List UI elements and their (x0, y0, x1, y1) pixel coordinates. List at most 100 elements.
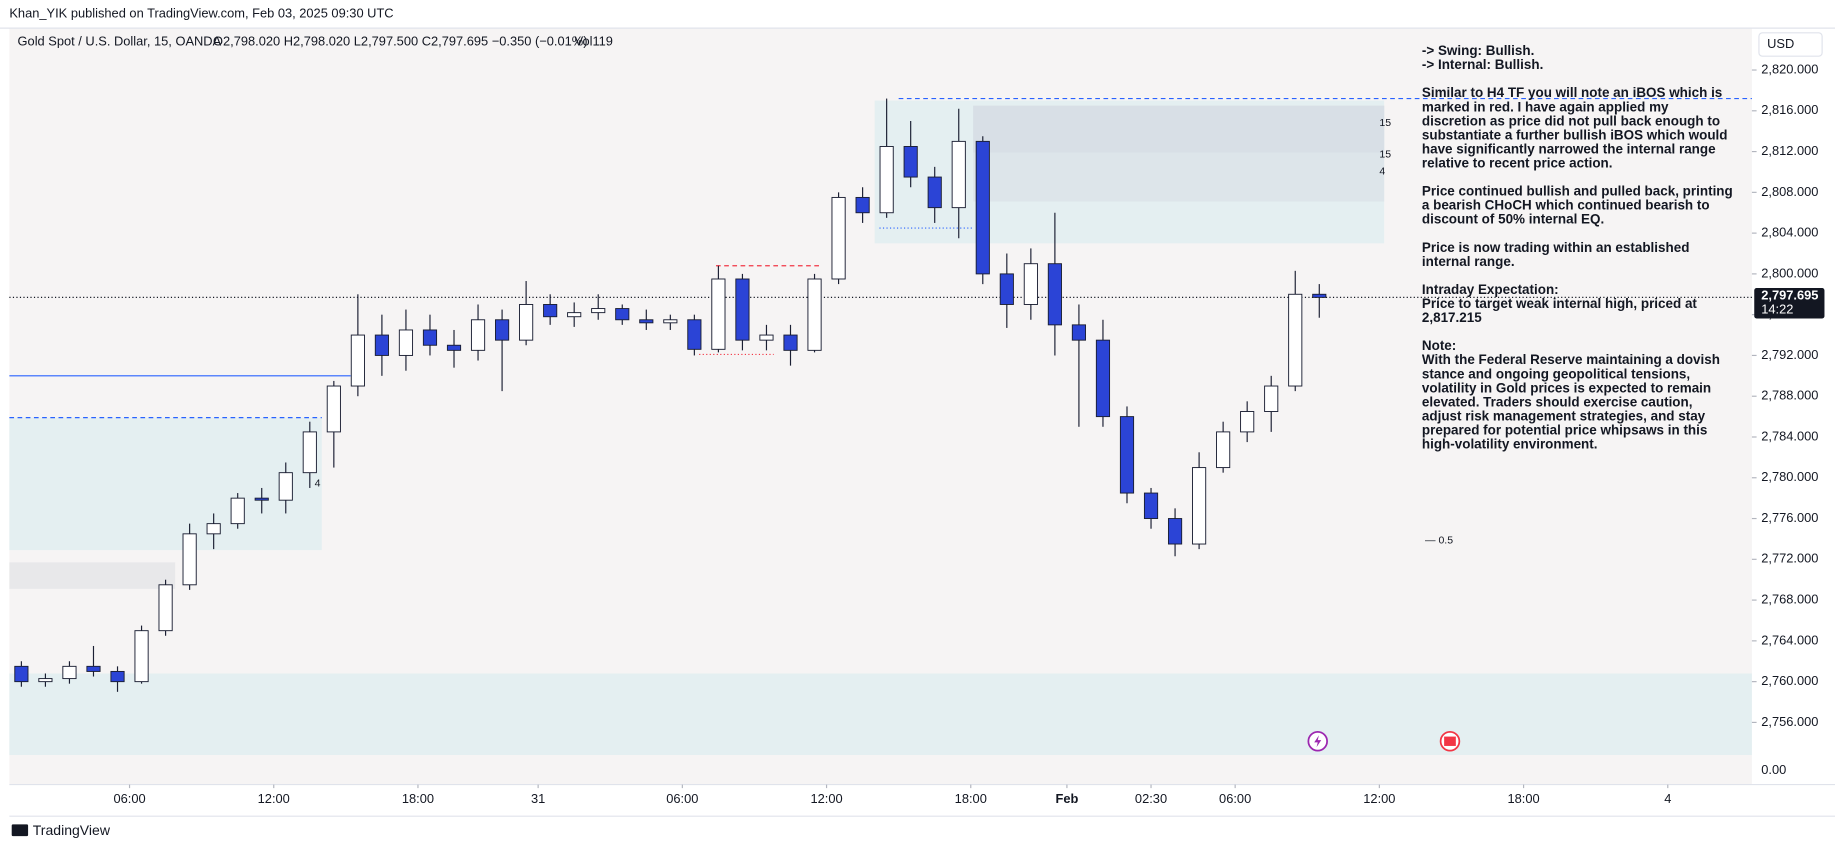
candle-body (446, 344, 462, 351)
currency-button[interactable] (1758, 32, 1823, 57)
candle-body (543, 304, 558, 318)
candle-body (422, 329, 438, 346)
x-tick-label: 18:00 (955, 791, 987, 806)
zone (9, 417, 322, 551)
candle-body (1047, 263, 1062, 326)
candle-body (663, 319, 678, 324)
note-line: 2,817.215 (1422, 310, 1482, 325)
x-tick-label: 06:00 (1219, 791, 1251, 806)
candle-body (14, 665, 29, 683)
y-tick-label: 2,816.000 (1761, 102, 1818, 117)
x-tick-label: Feb (1055, 791, 1078, 806)
candle-body (927, 176, 942, 209)
x-tick-label: 12:00 (258, 791, 290, 806)
candle-body (1143, 492, 1159, 520)
logo (11, 824, 29, 837)
candle-body (62, 665, 77, 680)
note-line: internal range. (1422, 254, 1515, 269)
candle-body (350, 334, 365, 387)
candle-body (1264, 385, 1279, 412)
last-price-label: 2,797.695 (1761, 288, 1818, 303)
candle-body (206, 523, 221, 535)
candle-body (591, 308, 606, 314)
y-tick-label: 2,804.000 (1761, 225, 1818, 240)
candle-body (134, 630, 149, 683)
note-line: Note: (1422, 338, 1456, 353)
note-line: Price is now trading within an establish… (1422, 240, 1690, 255)
note-line: discount of 50% internal EQ. (1422, 212, 1604, 227)
flag (1444, 736, 1456, 746)
note-line: With the Federal Reserve maintaining a d… (1422, 352, 1720, 367)
note-line: -> Internal: Bullish. (1422, 57, 1543, 72)
candle-body (879, 146, 894, 214)
x-tick-label: 18:00 (1507, 791, 1539, 806)
candle-body (374, 334, 389, 356)
symbol-title: Gold Spot / U.S. Dollar, 15, OANDA (18, 34, 222, 49)
level-label: 15 (1379, 148, 1391, 160)
candle-body (302, 431, 317, 474)
note-line: Price to target weak internal high, pric… (1422, 296, 1698, 311)
candle-body (495, 319, 510, 341)
candle-body (999, 273, 1014, 305)
x-tick-label: 12:00 (1363, 791, 1395, 806)
candle-body (110, 670, 125, 683)
candle-body (1312, 293, 1327, 298)
y-tick-label: 2,808.000 (1761, 184, 1818, 199)
note-line: prepared for potential price whipsaws in… (1422, 423, 1707, 438)
candle-body (759, 334, 774, 341)
zone (973, 105, 1385, 153)
y-tick-label: 2,820.000 (1761, 61, 1818, 76)
y-tick-label: 2,764.000 (1761, 632, 1818, 647)
candle-body (1095, 339, 1111, 418)
candle-body (975, 140, 990, 275)
candle-body (951, 140, 966, 209)
ohlc: O2,798.020 H2,798.020 L2,797.500 C2,797.… (213, 34, 588, 49)
y-tick-label: 2,780.000 (1761, 469, 1818, 484)
y-tick-label: 2,776.000 (1761, 510, 1818, 525)
candle-body (567, 312, 582, 318)
note-line: Similar to H4 TF you will note an iBOS w… (1422, 85, 1722, 100)
y-tick-label: 2,760.000 (1761, 673, 1818, 688)
note-line: discretion as price did not pull back en… (1422, 113, 1720, 128)
y-tick-label: 2,792.000 (1761, 347, 1818, 362)
level-label: 4 (315, 478, 321, 490)
x-tick-label: 06:00 (113, 791, 145, 806)
y-tick-label: 2,756.000 (1761, 714, 1818, 729)
y-tick-label: 2,812.000 (1761, 143, 1818, 158)
note-line: relative to recent price action. (1422, 156, 1613, 171)
note-line: -> Swing: Bullish. (1422, 43, 1534, 58)
candle-body (711, 278, 726, 350)
currency: USD (1767, 36, 1794, 51)
candle-body (519, 304, 534, 341)
candle-body (783, 334, 798, 351)
volume: Vol119 (575, 34, 613, 49)
candle-body (86, 665, 101, 672)
candle-body (1023, 263, 1038, 305)
note-line: high-volatility environment. (1422, 437, 1598, 452)
x-tick-label: 31 (531, 791, 545, 806)
level-label: 15 (1379, 117, 1391, 129)
note-line: elevated. Traders should exercise cautio… (1422, 394, 1693, 409)
note-line: stance and ongoing geopolitical tensions… (1422, 366, 1690, 381)
y-tick-label: 2,772.000 (1761, 551, 1818, 566)
note-line: Intraday Expectation: (1422, 282, 1559, 297)
note-line: adjust risk management strategies, and s… (1422, 408, 1706, 423)
x-tick-label: 06:00 (666, 791, 698, 806)
candle-body (326, 385, 341, 433)
zone (9, 562, 176, 589)
candle-body (254, 497, 269, 501)
note-line: volatility in Gold prices is expected to… (1422, 380, 1711, 395)
y-tick-label: 2,788.000 (1761, 388, 1818, 403)
brand: TradingView (33, 822, 111, 838)
level-label: — 0.5 (1425, 535, 1453, 547)
candle-body (278, 472, 293, 501)
candle-body (687, 319, 702, 350)
candle-body (735, 278, 750, 341)
note-line: substantiate a further bullish iBOS whic… (1422, 127, 1728, 142)
last-price-box (1754, 288, 1825, 319)
countdown: 14:22 (1761, 302, 1793, 317)
y-tick-label: 2,784.000 (1761, 428, 1818, 443)
candle-body (903, 146, 918, 178)
